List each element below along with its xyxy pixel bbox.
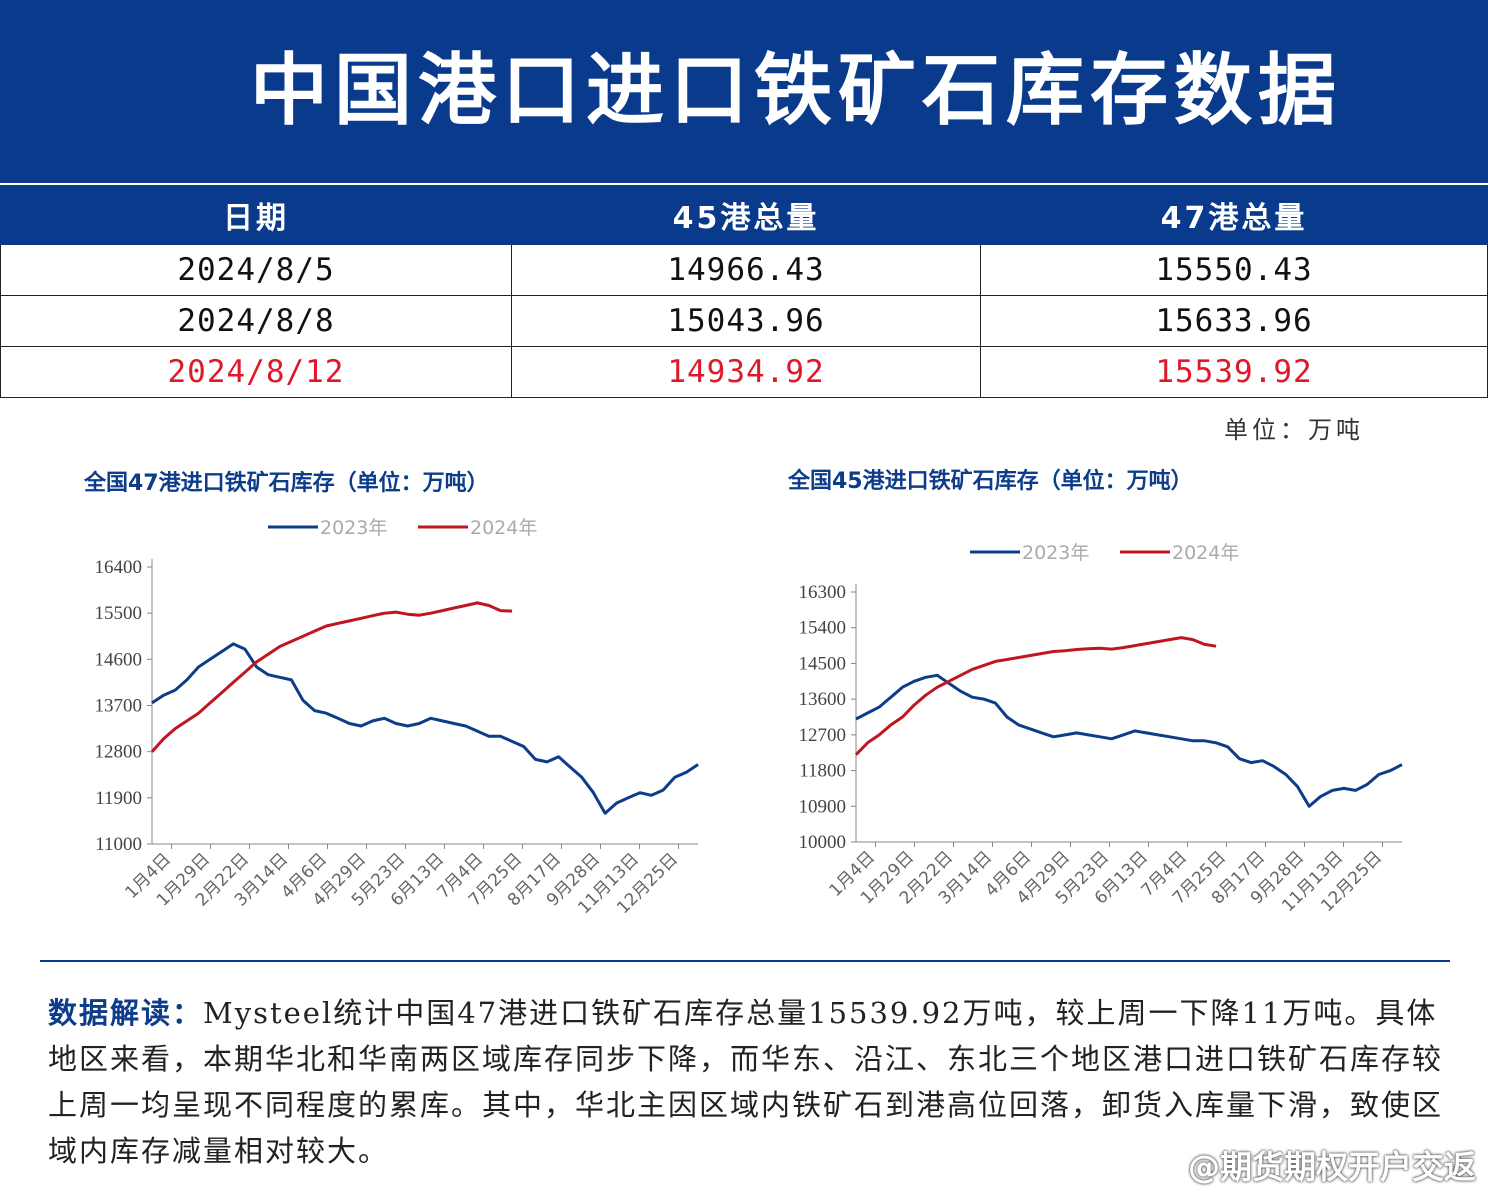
watermark: @期货期权开户交返 (1187, 1148, 1476, 1186)
title-banner: 中国港口进口铁矿石库存数据 (0, 0, 1488, 183)
page-title: 中国港口进口铁矿石库存数据 (250, 45, 1343, 136)
cell-date: 2024/8/5 (0, 244, 512, 296)
legend-label: 2023年 (1022, 542, 1089, 564)
series-line-2023年 (151, 642, 699, 815)
divider (40, 960, 1450, 962)
y-tick-label: 11000 (95, 834, 142, 855)
table-row: 2024/8/5 14966.43 15550.43 (0, 244, 1488, 296)
cell-45: 14966.43 (511, 244, 981, 296)
y-tick-label: 10000 (799, 832, 847, 853)
cell-date: 2024/8/8 (0, 295, 512, 347)
legend-label: 2024年 (470, 517, 537, 539)
legend-label: 2024年 (1172, 542, 1239, 564)
chart-45-ports: 10000 10900 11800 12700 13600 14500 15400 16300… (799, 542, 1403, 916)
unit-label: 单位：万吨 (1224, 416, 1364, 444)
series-line-2024年 (854, 636, 1217, 756)
cell-47: 15633.96 (980, 295, 1488, 347)
table-row-latest: 2024/8/12 14934.92 15539.92 (0, 346, 1488, 398)
y-tick-label: 13700 (95, 696, 143, 717)
reading-text: Mysteel统计中国47港进口铁矿石库存总量15539.92万吨，较上周一下降… (48, 996, 1444, 1168)
y-tick-label: 11800 (799, 761, 846, 782)
chart-title-45: 全国45港进口铁矿石库存（单位：万吨） (788, 469, 1193, 494)
chart-47-ports: 110001190012800137001460015500164001月4日1… (95, 517, 699, 918)
y-tick-label: 15500 (95, 603, 143, 624)
col-47-header: 47港总量 (980, 185, 1488, 245)
cell-date: 2024/8/12 (0, 346, 512, 398)
col-45-header: 45港总量 (511, 185, 981, 245)
reading-lead: 数据解读： (48, 996, 204, 1030)
legend-label: 2023年 (320, 517, 387, 539)
y-tick-label: 14500 (799, 653, 847, 674)
cell-45: 15043.96 (511, 295, 981, 347)
col-date-header: 日期 (0, 185, 512, 245)
inventory-table: 日期 45港总量 47港总量 2024/8/5 14966.43 15550.4… (0, 185, 1488, 398)
series-line-2023年 (855, 673, 1403, 808)
y-tick-label: 14600 (95, 649, 143, 670)
cell-47: 15539.92 (980, 346, 1488, 398)
y-tick-label: 15400 (799, 618, 847, 639)
cell-45: 14934.92 (511, 346, 981, 398)
y-tick-label: 12800 (95, 742, 143, 763)
y-tick-label: 13600 (799, 689, 847, 710)
y-tick-label: 16300 (799, 582, 847, 603)
y-tick-label: 16400 (95, 557, 143, 578)
y-tick-label: 10900 (799, 796, 847, 817)
cell-47: 15550.43 (980, 244, 1488, 296)
series-line-2024年 (150, 601, 513, 753)
y-tick-label: 11900 (95, 788, 142, 809)
chart-title-47: 全国47港进口铁矿石库存（单位：万吨） (84, 471, 489, 496)
table-row: 2024/8/8 15043.96 15633.96 (0, 295, 1488, 347)
table-header-row: 日期 45港总量 47港总量 (0, 185, 1488, 245)
y-tick-label: 12700 (799, 725, 847, 746)
data-reading: 数据解读：Mysteel统计中国47港进口铁矿石库存总量15539.92万吨，较… (48, 990, 1443, 1174)
